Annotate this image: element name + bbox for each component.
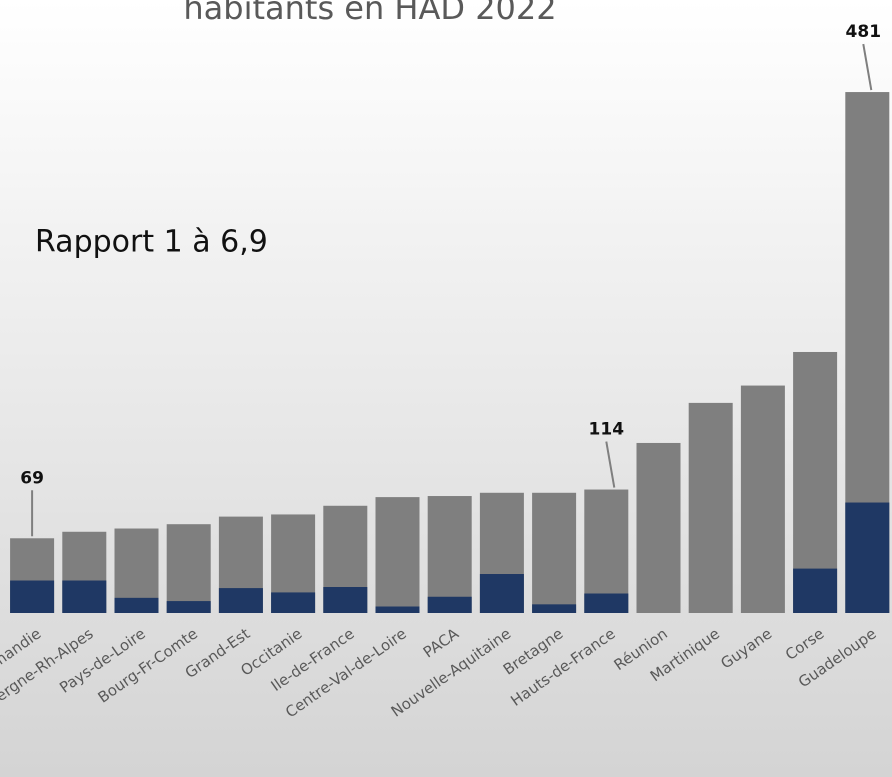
data-label: 481 bbox=[846, 22, 882, 42]
bar bbox=[10, 580, 55, 613]
data-label: 69 bbox=[20, 468, 44, 488]
data-label: 114 bbox=[589, 420, 625, 440]
bar bbox=[479, 574, 524, 613]
bar bbox=[793, 568, 838, 613]
bar bbox=[688, 402, 733, 613]
bar bbox=[636, 442, 681, 613]
bar bbox=[532, 604, 577, 613]
bar bbox=[845, 502, 890, 613]
bar bbox=[114, 597, 159, 613]
bar bbox=[427, 596, 472, 613]
bar bbox=[584, 593, 629, 613]
leader-line bbox=[605, 441, 616, 488]
bar bbox=[62, 580, 107, 613]
bar bbox=[740, 385, 785, 613]
bar bbox=[375, 606, 420, 613]
bar bbox=[584, 489, 629, 613]
bar bbox=[427, 496, 472, 613]
bar bbox=[532, 492, 577, 613]
bar bbox=[323, 587, 368, 613]
bar bbox=[166, 524, 211, 613]
annotation: Rapport 1 à 6,9 bbox=[35, 225, 268, 260]
bar bbox=[166, 601, 211, 613]
bar bbox=[218, 588, 263, 613]
chart-title: habitants en HAD 2022 bbox=[183, 0, 556, 27]
bar bbox=[375, 497, 420, 613]
leader-line bbox=[862, 43, 873, 91]
bar bbox=[271, 592, 316, 613]
